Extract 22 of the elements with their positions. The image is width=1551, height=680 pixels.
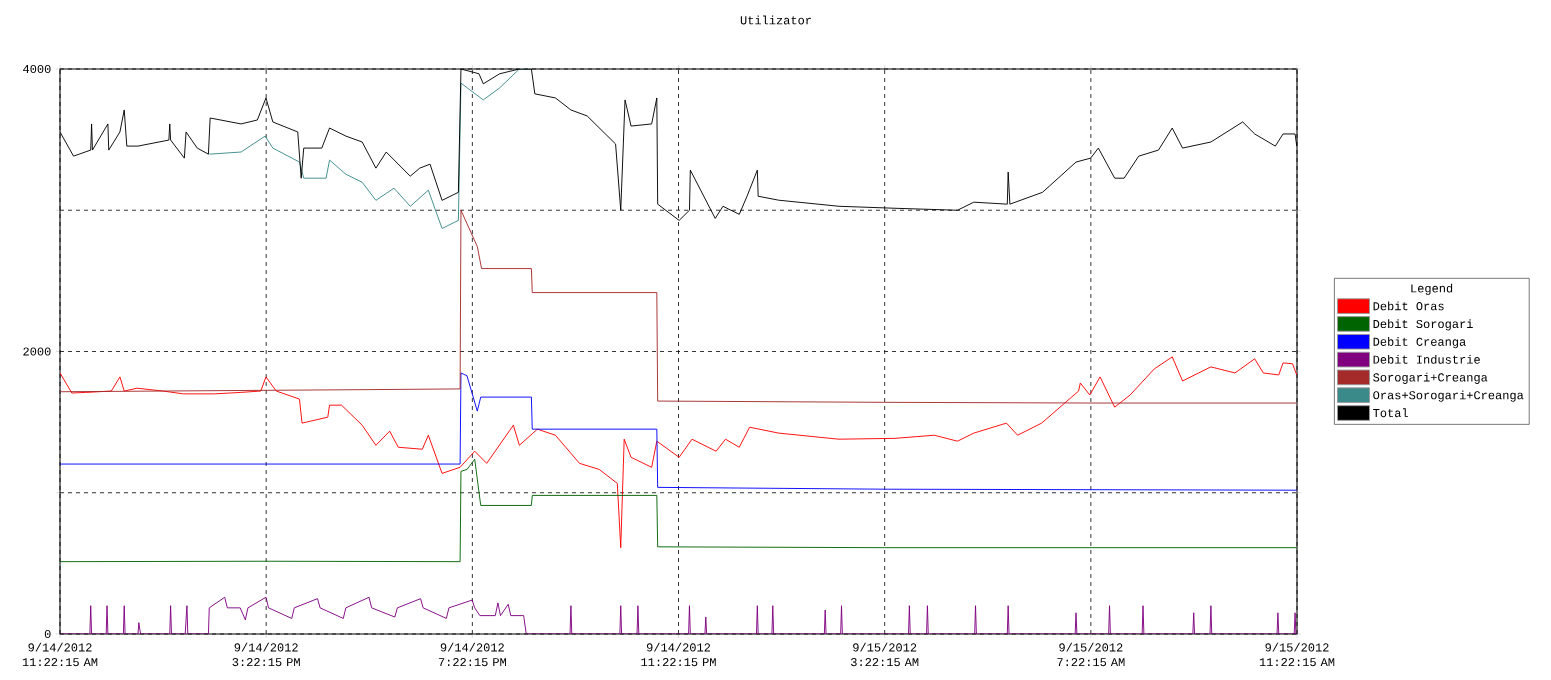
legend-label: Debit Industrie: [1373, 354, 1480, 364]
x-tick-label: 9/14/2012 7:22:15 PM: [438, 642, 506, 667]
x-tick-label: 9/15/2012 7:22:15 AM: [1057, 642, 1125, 667]
y-tick-label: 0: [44, 629, 51, 639]
x-tick-label: 9/14/2012 11:22:15 PM: [641, 642, 716, 667]
chart-title: Utilizator: [740, 15, 811, 25]
x-tick-label: 9/15/2012 11:22:15 AM: [1259, 642, 1335, 667]
x-tick-label: 9/14/2012 11:22:15 AM: [22, 642, 98, 667]
legend-label: Oras+Sorogari+Creanga: [1373, 390, 1524, 402]
legend-label: Debit Sorogari: [1373, 319, 1473, 331]
legend-label: Debit Oras: [1373, 301, 1444, 311]
x-tick-label: 9/15/2012 3:22:15 AM: [851, 642, 919, 667]
legend-label: Total: [1373, 408, 1408, 418]
legend-title: Legend: [1411, 283, 1453, 295]
x-tick-label: 9/14/2012 3:22:15 PM: [232, 642, 300, 667]
y-tick-label: 4000: [23, 64, 51, 74]
legend-label: Sorogari+Creanga: [1373, 372, 1488, 384]
line-series: [60, 209, 1298, 404]
legend-label: Debit Creanga: [1373, 337, 1466, 349]
line-series: [60, 596, 1298, 634]
line-series: [60, 356, 1298, 549]
y-tick-label: 2000: [23, 347, 51, 356]
